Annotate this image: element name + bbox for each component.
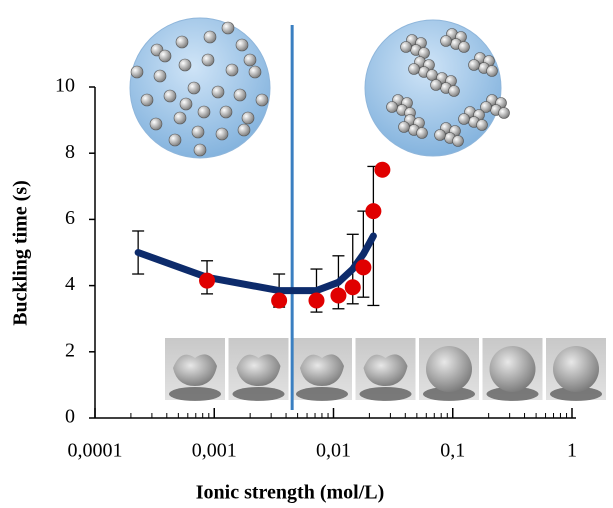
x-tick-label: 0,1 <box>440 440 465 462</box>
particle <box>486 65 498 77</box>
drop-shadow <box>550 387 602 401</box>
particle <box>448 85 460 97</box>
illustrations <box>129 17 606 401</box>
particle <box>476 119 488 131</box>
y-tick-label: 2 <box>65 339 75 361</box>
particle <box>163 89 177 103</box>
x-tick-label: 0,0001 <box>68 440 123 462</box>
particle <box>221 21 235 35</box>
x-tick-label: 1 <box>567 440 577 462</box>
particle <box>130 65 144 79</box>
particle <box>219 105 233 119</box>
particle <box>211 85 225 99</box>
particle <box>248 65 262 79</box>
deformed-drop <box>300 354 344 386</box>
x-tick-label: 0,001 <box>192 440 237 462</box>
deformed-drop <box>363 354 408 386</box>
drop-shadow <box>359 387 412 401</box>
particle <box>416 127 428 139</box>
data-point <box>355 259 372 276</box>
particle <box>187 81 201 95</box>
spherical-drop <box>553 346 599 392</box>
drop-shadow <box>486 387 539 401</box>
particle <box>498 107 510 119</box>
x-tick-label: 0,01 <box>316 440 351 462</box>
drop-shadow <box>296 387 348 401</box>
drop-shadow <box>423 387 475 401</box>
spherical-drop <box>489 346 536 392</box>
data-point <box>374 161 391 178</box>
y-tick-label: 4 <box>65 273 75 295</box>
particle <box>235 38 249 52</box>
particle <box>458 41 470 53</box>
x-axis-label: Ionic strength (mol/L) <box>196 482 385 504</box>
particle <box>400 41 412 53</box>
particle <box>197 105 211 119</box>
fit-line <box>134 232 377 295</box>
particle <box>168 133 182 147</box>
y-axis-label: Buckling time (s) <box>10 180 32 326</box>
particle <box>178 58 192 72</box>
particle <box>468 59 480 71</box>
particle <box>193 143 207 157</box>
data-point <box>330 287 347 304</box>
particle <box>426 69 438 81</box>
drop-shadow <box>169 387 221 401</box>
particle <box>175 35 189 49</box>
particle <box>153 69 167 83</box>
particle <box>480 101 492 113</box>
particle <box>149 117 163 131</box>
y-tick-label: 10 <box>55 75 75 97</box>
data-point <box>344 279 361 296</box>
deformed-drop <box>173 354 217 386</box>
particle <box>215 127 229 141</box>
y-tick-label: 6 <box>65 207 75 229</box>
data-point <box>271 292 288 309</box>
particle <box>255 93 269 107</box>
spherical-drop <box>426 346 472 392</box>
drop-photos <box>165 338 606 401</box>
particle <box>173 111 187 125</box>
particle <box>430 79 442 91</box>
particle <box>225 63 239 77</box>
aggregated-particles <box>386 28 510 147</box>
data-point <box>365 203 382 220</box>
particle <box>158 49 172 63</box>
dispersed-particles <box>130 21 269 157</box>
particle <box>243 53 257 67</box>
particle <box>191 125 205 139</box>
y-tick-label: 8 <box>65 141 75 163</box>
particle <box>386 101 398 113</box>
particle <box>201 53 215 67</box>
particle <box>241 111 255 125</box>
particle <box>452 135 464 147</box>
particle <box>398 121 410 133</box>
particle <box>140 93 154 107</box>
deformed-drop <box>236 354 281 386</box>
particle <box>440 35 452 47</box>
particle <box>237 123 251 137</box>
y-tick-label: 0 <box>65 406 75 428</box>
drop-shadow <box>232 387 285 401</box>
particle <box>408 63 420 75</box>
particle <box>233 88 247 102</box>
particle <box>458 113 470 125</box>
data-point <box>308 292 325 309</box>
particle <box>179 97 193 111</box>
data-point <box>199 272 216 289</box>
particle <box>203 30 217 44</box>
particle <box>434 129 446 141</box>
